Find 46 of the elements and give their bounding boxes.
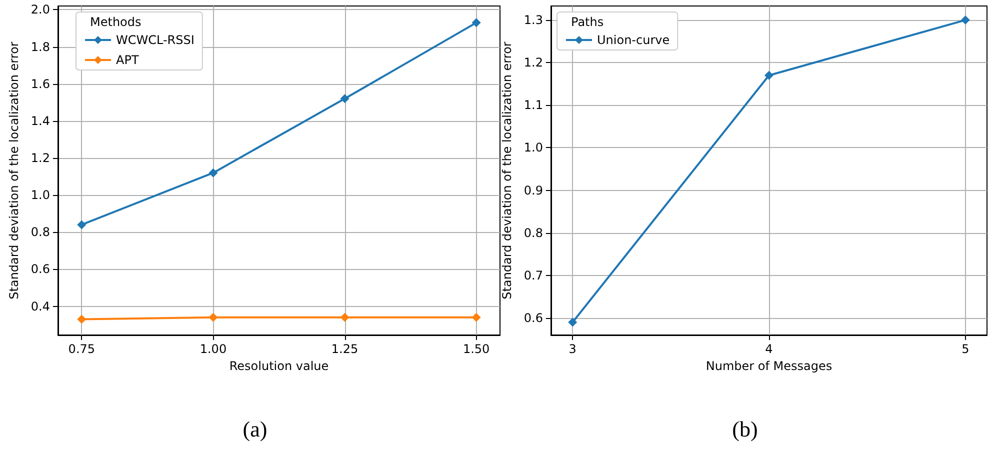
y-tick-label: 2.0 [30, 2, 50, 17]
point [340, 94, 350, 104]
y-tick-label: 1.8 [30, 40, 50, 54]
y-tick-label: 1.0 [30, 188, 50, 202]
y-tick-label: 0.9 [524, 183, 543, 198]
y-tick-label: 0.8 [524, 226, 543, 240]
x-axis-title: Number of Messages [706, 358, 832, 373]
text: (a) [242, 416, 268, 442]
point [208, 168, 218, 178]
x-tick-label: 4 [765, 342, 773, 356]
x-tick-label: 3 [568, 342, 576, 356]
legend-label: WCWCL-RSSI [116, 33, 194, 47]
y-tick-label: 1.0 [524, 140, 543, 155]
y-axis-title: Standard deviation of the localization error [500, 42, 514, 300]
point [340, 312, 350, 322]
y-tick-label: 0.4 [30, 299, 50, 314]
point [77, 314, 86, 324]
legend-label: APT [116, 53, 140, 67]
x-tick-label: 1.50 [462, 342, 490, 356]
x-tick-label: 0.75 [68, 342, 96, 356]
y-tick-label: 1.2 [524, 56, 543, 70]
x-axis-title: Resolution value [229, 358, 329, 373]
point [208, 312, 218, 322]
y-tick-label: 0.7 [524, 268, 543, 282]
x-tick-label: 5 [962, 342, 970, 356]
point [960, 16, 970, 25]
y-tick-label: 1.1 [524, 98, 543, 112]
y-tick-label: 1.6 [30, 76, 50, 91]
y-tick-label: 1.4 [30, 114, 50, 128]
point [568, 318, 578, 327]
y-tick-label: 1.2 [30, 150, 50, 165]
y-tick-label: 0.8 [30, 225, 50, 240]
legend-title: Methods [90, 15, 142, 29]
point [77, 220, 86, 230]
point [472, 18, 481, 28]
y-tick-label: 0.6 [524, 310, 543, 325]
text: (b) [732, 416, 758, 442]
x-tick-label: 1.00 [200, 342, 227, 356]
y-axis-title: Standard deviation of the localization error [7, 42, 21, 300]
point [764, 70, 774, 80]
y-tick-label: 0.6 [30, 262, 50, 276]
legend-title: Paths [571, 15, 604, 29]
legend-label: Union-curve [597, 33, 670, 47]
x-tick-label: 1.25 [331, 342, 358, 356]
y-tick-label: 1.3 [524, 13, 543, 28]
point [472, 312, 481, 322]
